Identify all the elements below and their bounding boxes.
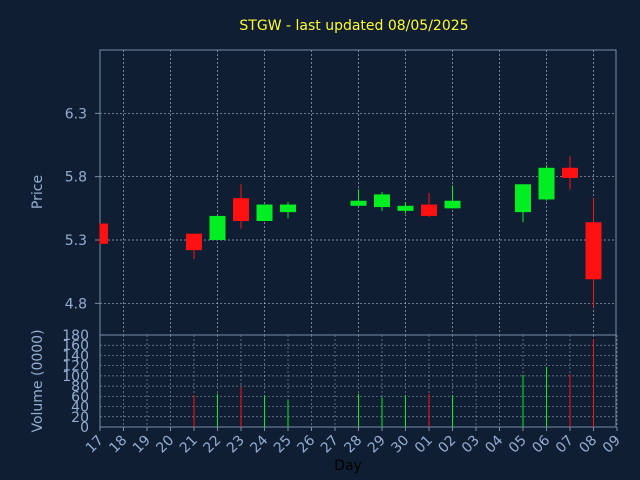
volume-tick-label: 160 <box>62 338 89 354</box>
candle-body <box>280 204 296 213</box>
candle-body <box>397 205 414 211</box>
volume-bars <box>193 339 594 427</box>
candle-body <box>256 204 273 221</box>
price-panel: 4.8 5.3 5.8 6.3 Price <box>30 49 617 336</box>
candles <box>99 156 602 308</box>
candle-body <box>444 200 461 209</box>
price-tick-label: 6.3 <box>65 106 87 122</box>
price-tick-label: 4.8 <box>65 296 87 312</box>
volume-tick-label: 120 <box>62 359 89 375</box>
price-tick-label: 5.3 <box>65 233 87 249</box>
candle-body <box>515 184 531 213</box>
price-tick-label: 5.8 <box>65 170 87 186</box>
price-grid <box>100 50 616 335</box>
volume-tick-label: 100 <box>62 369 89 385</box>
chart-title: STGW - last updated 08/05/2025 <box>239 18 468 34</box>
candle-body <box>100 223 108 244</box>
candle-body <box>421 204 437 216</box>
price-axis-label: Price <box>30 175 46 209</box>
candle-body <box>233 198 249 221</box>
candle-body <box>538 167 555 200</box>
candle-body <box>585 222 602 280</box>
price-y-ticks: 4.8 5.3 5.8 6.3 <box>65 106 100 312</box>
candle-body <box>209 215 226 240</box>
volume-tick-label: 0 <box>80 420 89 436</box>
volume-tick-label: 20 <box>71 410 89 426</box>
candle-body <box>350 200 367 206</box>
candle-body <box>562 167 578 178</box>
volume-tick-label: 80 <box>71 379 89 395</box>
volume-tick-label: 180 <box>62 328 89 344</box>
day-axis-label: Day <box>334 458 362 474</box>
volume-tick-label: 60 <box>71 389 89 405</box>
candle-body <box>374 194 390 208</box>
volume-tick-label: 40 <box>71 400 89 416</box>
volume-tick-label: 140 <box>62 348 89 364</box>
volume-axis-label: Volume (0000) <box>30 329 46 432</box>
candle-body <box>186 233 202 251</box>
